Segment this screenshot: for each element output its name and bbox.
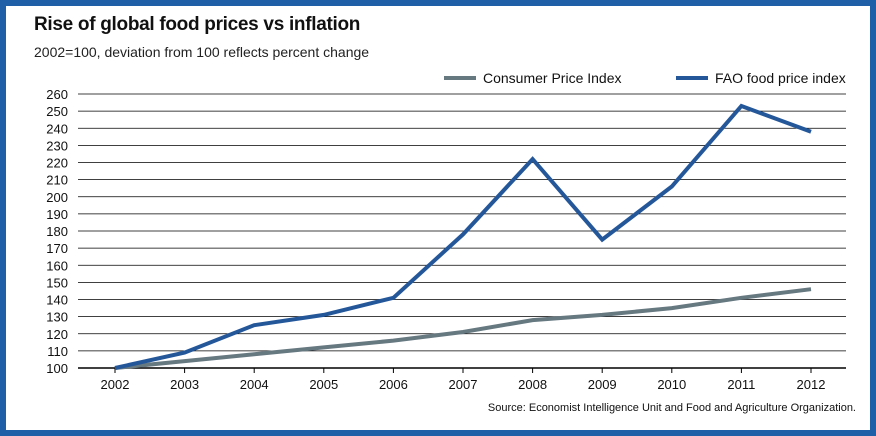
y-tick-label: 240 xyxy=(46,121,68,136)
source-note: Source: Economist Intelligence Unit and … xyxy=(487,402,856,414)
y-tick-label: 160 xyxy=(46,258,68,273)
chart-title: Rise of global food prices vs inflation xyxy=(34,14,361,35)
y-tick-label: 140 xyxy=(46,293,68,308)
legend-item-cpi: Consumer Price Index xyxy=(444,68,622,88)
y-tick-label: 250 xyxy=(46,104,68,119)
y-tick-label: 100 xyxy=(46,361,68,376)
y-tick-label: 130 xyxy=(46,310,68,325)
y-tick-label: 210 xyxy=(46,173,68,188)
legend-label-fao: FAO food price index xyxy=(715,70,846,86)
x-tick-label: 2012 xyxy=(797,377,826,392)
x-tick-label: 2009 xyxy=(588,377,617,392)
y-tick-label: 190 xyxy=(46,207,68,222)
x-tick-label: 2005 xyxy=(309,377,338,392)
legend-swatch-fao xyxy=(676,76,708,80)
x-tick-label: 2008 xyxy=(518,377,547,392)
x-tick-label: 2006 xyxy=(379,377,408,392)
x-tick-label: 2004 xyxy=(240,377,269,392)
legend-swatch-cpi xyxy=(444,76,476,80)
y-tick-label: 170 xyxy=(46,241,68,256)
chart-subtitle: 2002=100, deviation from 100 reflects pe… xyxy=(34,44,370,60)
x-tick-label: 2003 xyxy=(170,377,199,392)
y-tick-label: 260 xyxy=(46,87,68,102)
x-tick-label: 2011 xyxy=(727,377,755,392)
y-tick-label: 110 xyxy=(47,344,68,359)
legend-item-fao: FAO food price index xyxy=(676,68,846,88)
y-tick-label: 230 xyxy=(46,138,68,153)
legend-label-cpi: Consumer Price Index xyxy=(483,70,622,86)
y-tick-label: 180 xyxy=(46,224,68,239)
y-tick-label: 220 xyxy=(46,156,68,171)
x-tick-label: 2010 xyxy=(657,377,686,392)
x-tick-label: 2002 xyxy=(101,377,130,392)
y-tick-label: 150 xyxy=(46,275,68,290)
y-tick-label: 200 xyxy=(46,190,68,205)
y-tick-label: 120 xyxy=(46,327,68,342)
series-line-0 xyxy=(114,287,812,370)
x-tick-label: 2007 xyxy=(449,377,478,392)
